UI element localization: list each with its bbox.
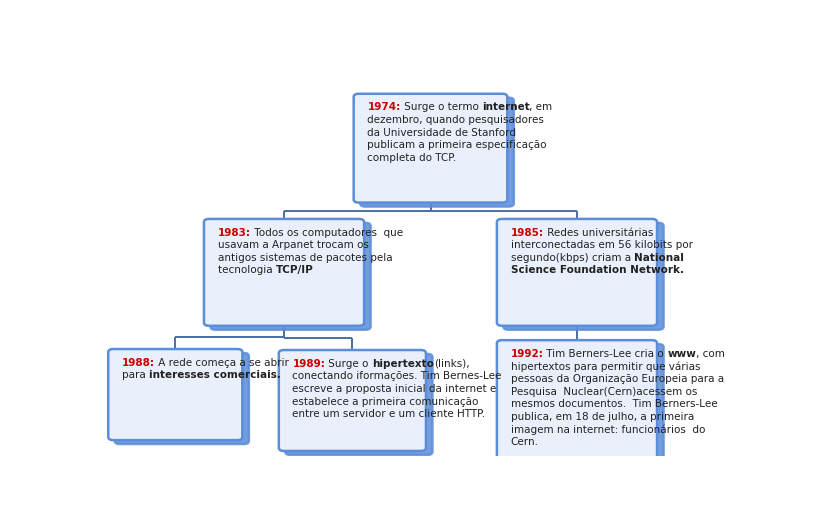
FancyBboxPatch shape (497, 340, 657, 468)
Text: para: para (122, 370, 149, 380)
Text: 1974:: 1974: (367, 102, 401, 113)
Text: mesmos documentos.  Tim Berners-Lee: mesmos documentos. Tim Berners-Lee (511, 399, 717, 409)
Text: 1988:: 1988: (122, 358, 155, 368)
Text: conectando iformações. Tim Bernes-Lee: conectando iformações. Tim Bernes-Lee (292, 371, 501, 381)
Text: 1989:: 1989: (292, 359, 325, 369)
Text: usavam a Arpanet trocam os: usavam a Arpanet trocam os (218, 240, 369, 250)
Text: tecnologia: tecnologia (218, 265, 276, 275)
FancyBboxPatch shape (204, 219, 364, 326)
Text: imagem na internet: funcionários  do: imagem na internet: funcionários do (511, 424, 705, 435)
Text: interesses comerciais.: interesses comerciais. (149, 370, 281, 380)
Text: 1985:: 1985: (511, 228, 543, 238)
Text: entre um servidor e um cliente HTTP.: entre um servidor e um cliente HTTP. (292, 409, 486, 419)
FancyBboxPatch shape (279, 350, 426, 451)
FancyBboxPatch shape (286, 354, 433, 455)
Text: A rede começa a se abrir: A rede começa a se abrir (155, 358, 289, 368)
Text: publicam a primeira especificação: publicam a primeira especificação (367, 140, 547, 151)
Text: hipertexto: hipertexto (372, 359, 434, 369)
Text: escreve a proposta inicial da internet e: escreve a proposta inicial da internet e (292, 384, 496, 394)
Text: Surge o: Surge o (325, 359, 372, 369)
FancyBboxPatch shape (360, 98, 514, 206)
Text: segundo(kbps) criam a: segundo(kbps) criam a (511, 253, 634, 263)
Text: pessoas da Organização Europeia para a: pessoas da Organização Europeia para a (511, 374, 724, 384)
FancyBboxPatch shape (354, 94, 507, 203)
FancyBboxPatch shape (115, 353, 249, 444)
Text: National: National (634, 253, 684, 263)
Text: dezembro, quando pesquisadores: dezembro, quando pesquisadores (367, 115, 544, 125)
Text: da Universidade de Stanford: da Universidade de Stanford (367, 127, 517, 138)
FancyBboxPatch shape (108, 349, 243, 440)
Text: completa do TCP.: completa do TCP. (367, 153, 457, 163)
Text: hipertextos para permitir que várias: hipertextos para permitir que várias (511, 361, 700, 372)
Text: TCP/IP: TCP/IP (276, 265, 313, 275)
Text: www: www (667, 349, 696, 359)
Text: , com: , com (696, 349, 725, 359)
FancyBboxPatch shape (503, 344, 664, 473)
Text: , em: , em (529, 102, 553, 113)
Text: Tim Berners-Lee cria o: Tim Berners-Lee cria o (543, 349, 667, 359)
Text: 1992:: 1992: (511, 349, 543, 359)
Text: Science Foundation Network.: Science Foundation Network. (511, 265, 684, 275)
Text: Todos os computadores  que: Todos os computadores que (250, 228, 402, 238)
FancyBboxPatch shape (503, 223, 664, 330)
Text: Pesquisa  Nuclear(Cern)acessem os: Pesquisa Nuclear(Cern)acessem os (511, 387, 697, 397)
Text: publica, em 18 de julho, a primeira: publica, em 18 de julho, a primeira (511, 412, 694, 422)
Text: estabelece a primeira comunicação: estabelece a primeira comunicação (292, 396, 479, 407)
Text: Surge o termo: Surge o termo (401, 102, 481, 113)
Text: internet: internet (481, 102, 529, 113)
Text: 1983:: 1983: (218, 228, 250, 238)
Text: Cern.: Cern. (511, 437, 538, 447)
FancyBboxPatch shape (497, 219, 657, 326)
Text: antigos sistemas de pacotes pela: antigos sistemas de pacotes pela (218, 253, 392, 263)
Text: (links),: (links), (434, 359, 470, 369)
Text: Redes universitárias: Redes universitárias (543, 228, 653, 238)
Text: interconectadas em 56 kilobits por: interconectadas em 56 kilobits por (511, 240, 692, 250)
FancyBboxPatch shape (211, 223, 370, 330)
